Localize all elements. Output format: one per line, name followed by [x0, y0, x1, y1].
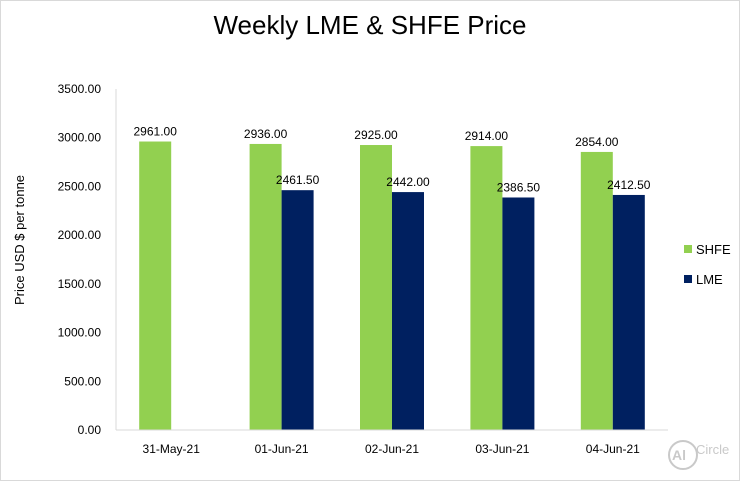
data-label-lme: 2386.50	[497, 180, 541, 194]
bar-shfe	[139, 141, 172, 430]
data-label-shfe: 2936.00	[244, 127, 288, 141]
logo-name: Circle	[696, 442, 730, 457]
aicircle-logo: Al Circle	[666, 436, 736, 476]
legend-swatch-shfe	[684, 245, 692, 253]
legend-label-lme: LME	[696, 271, 723, 287]
y-tick-label: 1000.00	[58, 326, 102, 340]
logo-mark: Al	[672, 447, 686, 463]
legend: SHFE LME	[684, 240, 731, 300]
y-tick-label: 2000.00	[58, 228, 102, 242]
data-label-lme: 2412.50	[607, 178, 651, 192]
x-tick-label: 03-Jun-21	[475, 442, 529, 456]
bar-lme	[392, 192, 424, 430]
bar-lme	[612, 194, 645, 430]
data-label-shfe: 2925.00	[354, 128, 398, 142]
bar-lme	[502, 197, 535, 430]
bar-shfe	[249, 143, 282, 430]
bar-lme	[281, 190, 314, 430]
legend-label-shfe: SHFE	[696, 241, 731, 257]
y-tick-label: 3000.00	[58, 131, 102, 145]
y-tick-label: 1500.00	[58, 277, 102, 291]
y-tick-label: 500.00	[64, 374, 101, 388]
data-label-lme: 2461.50	[276, 173, 320, 187]
x-tick-label: 04-Jun-21	[586, 442, 640, 456]
data-label-lme: 2442.00	[386, 175, 430, 189]
logo-circle-icon	[668, 440, 698, 470]
y-axis-label: Price USD $ per tonne	[12, 175, 27, 305]
data-label-shfe: 2914.00	[465, 129, 509, 143]
legend-item-lme: LME	[684, 270, 731, 288]
data-label-shfe: 2961.00	[134, 125, 178, 139]
chart-title: Weekly LME & SHFE Price	[213, 10, 527, 40]
legend-item-shfe: SHFE	[684, 240, 731, 258]
x-tick-label: 01-Jun-21	[255, 442, 309, 456]
bar-shfe	[580, 151, 613, 431]
bar-shfe	[470, 146, 503, 430]
y-tick-label: 0.00	[78, 423, 102, 437]
y-tick-label: 2500.00	[58, 179, 102, 193]
data-label-shfe: 2854.00	[575, 135, 619, 149]
x-tick-label: 31-May-21	[143, 442, 201, 456]
legend-swatch-lme	[684, 275, 692, 283]
y-tick-label: 3500.00	[58, 82, 102, 96]
bar-shfe	[360, 145, 392, 430]
x-tick-label: 02-Jun-21	[365, 442, 419, 456]
